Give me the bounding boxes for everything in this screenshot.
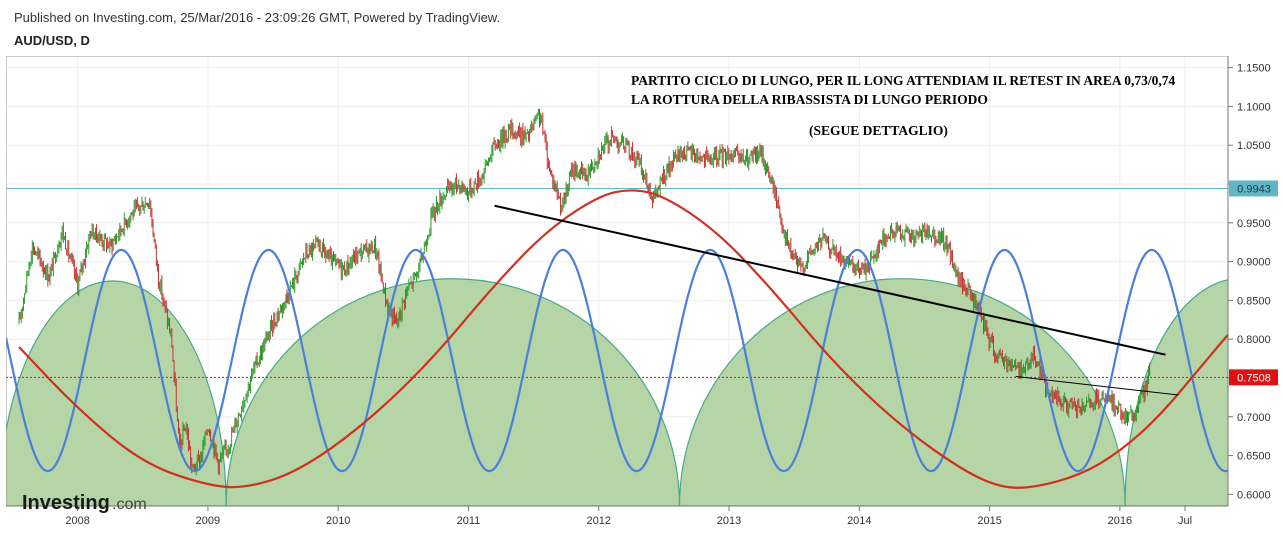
logo-suffix-text: .com — [112, 496, 147, 513]
x-tick-label: 2013 — [717, 515, 741, 527]
y-tick-label: 1.1500 — [1237, 63, 1271, 75]
x-tick-label: 2011 — [457, 515, 481, 527]
y-tick-label: 0.6000 — [1237, 489, 1271, 501]
trendlines — [494, 204, 1179, 396]
investing-logo: Investing .com — [22, 492, 147, 514]
price-level-badge — [1229, 180, 1278, 197]
y-tick-label: 0.8000 — [1237, 334, 1271, 346]
price-level-label: 0.9943 — [1237, 183, 1271, 195]
x-tick-label: 2015 — [977, 515, 1001, 527]
y-axis: 0.60000.65000.70000.75000.80000.85000.90… — [1228, 63, 1278, 501]
price-levels — [6, 187, 1228, 378]
cycle-domes — [6, 278, 1228, 506]
y-tick-label: 0.6500 — [1237, 451, 1271, 463]
x-tick-label: 2014 — [847, 515, 871, 527]
chart-annotations: PARTITO CICLO DI LUNGO, PER IL LONG ATTE… — [631, 73, 1176, 138]
x-tick-label: 2008 — [65, 515, 89, 527]
y-tick-label: 0.8500 — [1237, 295, 1271, 307]
y-tick-label: 0.9000 — [1237, 257, 1271, 269]
logo-main-text: Investing — [22, 492, 110, 514]
published-info: Published on Investing.com, 25/Mar/2016 … — [14, 10, 501, 25]
x-tick-label: 2012 — [587, 515, 611, 527]
long-cycle-curve — [18, 189, 1228, 489]
y-tick-label: 0.7000 — [1237, 412, 1271, 424]
annotation-line-2: LA ROTTURA DELLA RIBASSISTA DI LUNGO PER… — [631, 92, 988, 107]
short-cycle-curve — [6, 248, 1228, 473]
x-tick-label: 2016 — [1108, 515, 1132, 527]
price-level-badge — [1229, 369, 1278, 386]
chart-area[interactable]: 0.60000.65000.70000.75000.80000.85000.90… — [5, 55, 1278, 540]
price-chart[interactable]: 0.60000.65000.70000.75000.80000.85000.90… — [5, 55, 1278, 540]
y-tick-label: 1.1000 — [1237, 101, 1271, 113]
cycle-dome — [6, 280, 227, 506]
trendline[interactable] — [494, 204, 1166, 356]
x-tick-label: 2010 — [326, 515, 350, 527]
symbol-title: AUD/USD, D — [14, 33, 90, 48]
annotation-line-3: (SEGUE DETTAGLIO) — [809, 123, 948, 138]
y-tick-label: 0.9500 — [1237, 218, 1271, 230]
x-axis: 2008 2009 2010 2011 2012 2013 2014 2015 2016 Jul — [65, 506, 1192, 527]
annotation-line-1: PARTITO CICLO DI LUNGO, PER IL LONG ATTE… — [631, 73, 1176, 88]
y-tick-label: 1.0500 — [1237, 140, 1271, 152]
x-tick-label: 2009 — [196, 515, 220, 527]
trendline[interactable] — [1015, 375, 1179, 396]
price-level-label: 0.7508 — [1237, 372, 1271, 384]
x-tick-label: Jul — [1178, 515, 1192, 527]
cycle-dome — [225, 278, 681, 506]
